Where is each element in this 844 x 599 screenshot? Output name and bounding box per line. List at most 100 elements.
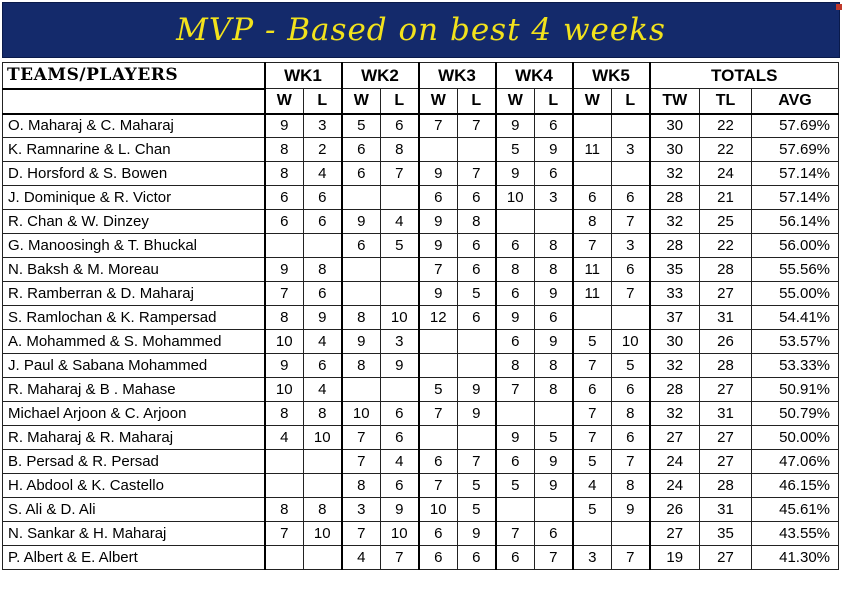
losses-cell bbox=[611, 113, 650, 138]
wins-cell: 6 bbox=[340, 233, 381, 258]
average-cell: 47.06% bbox=[751, 449, 839, 474]
total-wins-cell: 28 bbox=[648, 233, 700, 258]
total-losses-cell: 28 bbox=[699, 257, 752, 282]
losses-cell: 9 bbox=[303, 305, 342, 330]
wins-cell: 6 bbox=[417, 545, 458, 570]
wins-cell: 9 bbox=[340, 209, 381, 234]
losses-cell: 6 bbox=[303, 353, 342, 378]
total-wins-cell: 27 bbox=[648, 425, 700, 450]
total-losses-cell: 22 bbox=[699, 113, 752, 138]
wins-cell: 7 bbox=[417, 473, 458, 498]
w-header: W bbox=[494, 88, 535, 115]
losses-cell bbox=[611, 521, 650, 546]
wins-cell: 7 bbox=[571, 425, 612, 450]
wins-cell: 9 bbox=[494, 425, 535, 450]
losses-cell bbox=[457, 425, 496, 450]
total-losses-cell: 31 bbox=[699, 401, 752, 426]
total-losses-cell: 24 bbox=[699, 161, 752, 186]
wins-cell: 6 bbox=[417, 449, 458, 474]
losses-cell: 6 bbox=[380, 425, 419, 450]
wins-cell: 6 bbox=[571, 377, 612, 402]
losses-cell: 8 bbox=[534, 257, 573, 282]
wins-cell: 7 bbox=[263, 521, 304, 546]
wins-cell: 7 bbox=[417, 401, 458, 426]
average-cell: 57.69% bbox=[751, 113, 839, 138]
losses-cell bbox=[534, 401, 573, 426]
losses-cell: 9 bbox=[534, 137, 573, 162]
average-cell: 41.30% bbox=[751, 545, 839, 570]
tl-header: TL bbox=[699, 88, 752, 115]
total-losses-cell: 35 bbox=[699, 521, 752, 546]
table-row: B. Persad & R. Persad 7 4 6 7 6 9 5 7 24 27 47.06% bbox=[2, 449, 839, 474]
wins-cell: 11 bbox=[571, 281, 612, 306]
week-header: WK3 bbox=[417, 62, 496, 89]
l-header: L bbox=[380, 88, 419, 115]
losses-cell: 4 bbox=[303, 329, 342, 354]
wins-cell: 7 bbox=[263, 281, 304, 306]
wins-cell bbox=[263, 233, 304, 258]
wins-cell: 7 bbox=[340, 521, 381, 546]
losses-cell: 7 bbox=[611, 545, 650, 570]
losses-cell: 3 bbox=[611, 137, 650, 162]
table-row: P. Albert & E. Albert 4 7 6 6 6 7 3 7 19 27 41.30% bbox=[2, 545, 839, 570]
table-row: R. Ramberran & D. Maharaj 7 6 9 5 6 9 11 7 33 27 55… bbox=[2, 281, 839, 306]
losses-cell: 2 bbox=[303, 137, 342, 162]
average-cell: 53.57% bbox=[751, 329, 839, 354]
wins-cell: 5 bbox=[571, 329, 612, 354]
corner-marker bbox=[836, 4, 842, 10]
losses-cell: 6 bbox=[457, 257, 496, 282]
total-losses-cell: 27 bbox=[699, 545, 752, 570]
wins-cell: 4 bbox=[263, 425, 304, 450]
wins-cell: 8 bbox=[263, 305, 304, 330]
losses-cell: 5 bbox=[611, 353, 650, 378]
losses-cell bbox=[534, 209, 573, 234]
wins-cell bbox=[494, 209, 535, 234]
wins-cell bbox=[571, 521, 612, 546]
wins-cell: 7 bbox=[571, 233, 612, 258]
losses-cell: 8 bbox=[534, 353, 573, 378]
losses-cell: 8 bbox=[380, 137, 419, 162]
team-name-cell: A. Mohammed & S. Mohammed bbox=[2, 329, 265, 354]
w-header: W bbox=[571, 88, 612, 115]
wins-cell bbox=[340, 185, 381, 210]
losses-cell bbox=[303, 545, 342, 570]
wins-cell: 5 bbox=[571, 449, 612, 474]
losses-cell bbox=[380, 377, 419, 402]
total-losses-cell: 25 bbox=[699, 209, 752, 234]
losses-cell: 7 bbox=[611, 281, 650, 306]
header-row-columns: W L W L W L W L W L TW TL AVG bbox=[2, 88, 839, 115]
wins-cell: 7 bbox=[571, 401, 612, 426]
wins-cell: 4 bbox=[571, 473, 612, 498]
losses-cell: 7 bbox=[457, 449, 496, 474]
wins-cell: 5 bbox=[571, 497, 612, 522]
total-wins-cell: 28 bbox=[648, 377, 700, 402]
losses-cell: 6 bbox=[534, 113, 573, 138]
standings-table: TEAMS/PLAYERS WK1 WK2 WK3 WK4 WK5 TOTALS… bbox=[2, 62, 839, 570]
average-cell: 50.00% bbox=[751, 425, 839, 450]
average-cell: 56.14% bbox=[751, 209, 839, 234]
total-losses-cell: 27 bbox=[699, 449, 752, 474]
average-cell: 57.14% bbox=[751, 185, 839, 210]
team-name-cell: P. Albert & E. Albert bbox=[2, 545, 265, 570]
wins-cell: 6 bbox=[494, 281, 535, 306]
wins-cell: 6 bbox=[340, 137, 381, 162]
wins-cell bbox=[571, 161, 612, 186]
losses-cell: 7 bbox=[611, 209, 650, 234]
wins-cell bbox=[340, 377, 381, 402]
total-wins-cell: 19 bbox=[648, 545, 700, 570]
wins-cell bbox=[263, 449, 304, 474]
total-wins-cell: 32 bbox=[648, 161, 700, 186]
losses-cell: 8 bbox=[611, 473, 650, 498]
team-name-cell: J. Paul & Sabana Mohammed bbox=[2, 353, 265, 378]
wins-cell: 8 bbox=[263, 161, 304, 186]
losses-cell: 4 bbox=[380, 209, 419, 234]
wins-cell: 8 bbox=[571, 209, 612, 234]
average-cell: 46.15% bbox=[751, 473, 839, 498]
losses-cell bbox=[534, 497, 573, 522]
header-row-weeks: TEAMS/PLAYERS WK1 WK2 WK3 WK4 WK5 TOTALS bbox=[2, 62, 839, 90]
table-row: O. Maharaj & C. Maharaj 9 3 5 6 7 7 9 6 30 22 57.69… bbox=[2, 113, 839, 138]
losses-cell: 6 bbox=[457, 185, 496, 210]
losses-cell bbox=[380, 185, 419, 210]
l-header: L bbox=[457, 88, 496, 115]
wins-cell: 7 bbox=[340, 425, 381, 450]
